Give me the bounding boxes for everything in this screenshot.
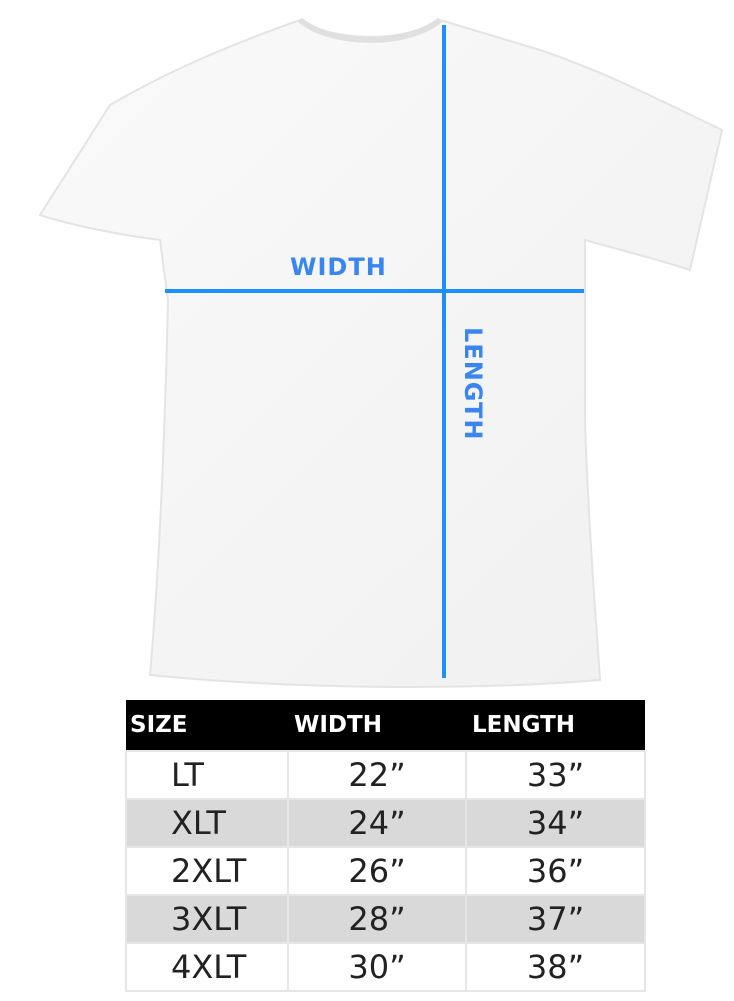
cell-length: 34” bbox=[465, 798, 646, 848]
cell-size: 4XLT bbox=[125, 942, 289, 992]
collar bbox=[298, 17, 442, 43]
cell-width: 26” bbox=[287, 846, 467, 896]
cell-width: 30” bbox=[287, 942, 467, 992]
size-chart-table: SIZE WIDTH LENGTH LT 22” 33” XLT 24” 34” 2XLT 2… bbox=[125, 700, 646, 992]
cell-size: 2XLT bbox=[125, 846, 289, 896]
cell-length: 33” bbox=[465, 750, 646, 800]
table-row: LT 22” 33” bbox=[125, 750, 646, 800]
table-row: XLT 24” 34” bbox=[125, 798, 646, 848]
table-row: 2XLT 26” 36” bbox=[125, 846, 646, 896]
cell-width: 22” bbox=[287, 750, 467, 800]
cell-width: 28” bbox=[287, 894, 467, 944]
cell-length: 36” bbox=[465, 846, 646, 896]
table-header: SIZE WIDTH LENGTH bbox=[126, 700, 645, 751]
cell-size: 3XLT bbox=[125, 894, 289, 944]
cell-length: 37” bbox=[465, 894, 646, 944]
width-label: WIDTH bbox=[290, 253, 387, 281]
tshirt-shape bbox=[38, 18, 724, 688]
header-size: SIZE bbox=[126, 700, 288, 751]
length-label: LENGTH bbox=[459, 327, 487, 441]
table-row: 3XLT 28” 37” bbox=[125, 894, 646, 944]
cell-width: 24” bbox=[287, 798, 467, 848]
cell-length: 38” bbox=[465, 942, 646, 992]
header-width: WIDTH bbox=[288, 700, 466, 751]
tshirt-diagram bbox=[38, 17, 724, 688]
header-length: LENGTH bbox=[466, 700, 645, 751]
cell-size: LT bbox=[125, 750, 289, 800]
cell-size: XLT bbox=[125, 798, 289, 848]
table-row: 4XLT 30” 38” bbox=[125, 942, 646, 992]
